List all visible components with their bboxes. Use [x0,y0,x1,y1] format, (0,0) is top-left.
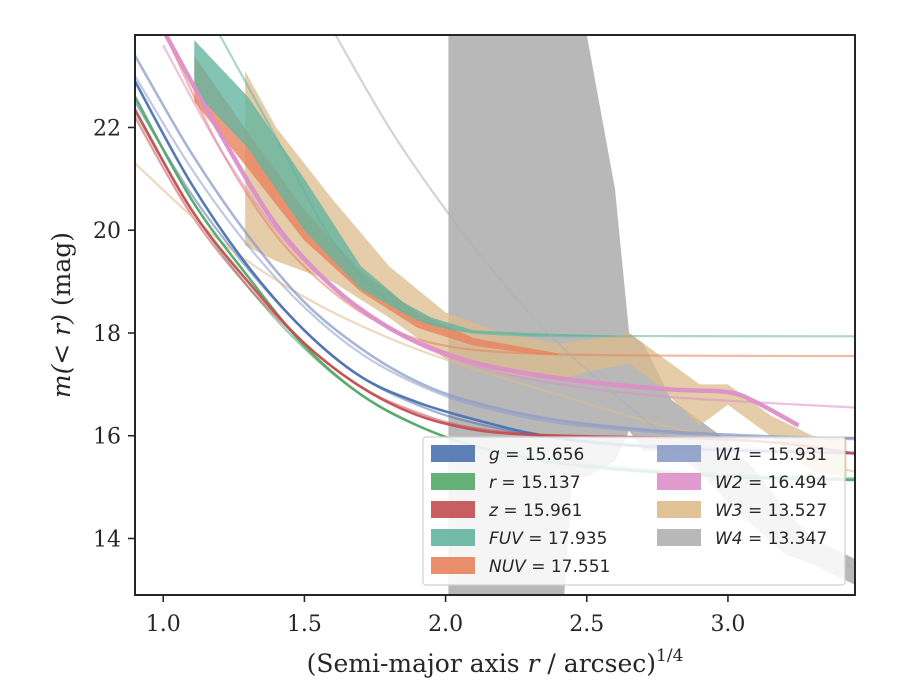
y-tick-label: 14 [93,527,121,552]
plot-frame [134,34,856,596]
legend-swatch-r [431,473,475,490]
model-line-fuv [218,35,855,338]
legend-swatch-w3 [657,501,701,518]
legend-swatch-z [431,501,475,518]
y-axis-label: m(< r) (mag) [47,232,76,398]
x-tick-label: 3.0 [710,612,745,637]
legend-label-w1: W1 = 15.931 [715,445,827,465]
x-tick-label: 2.5 [569,612,604,637]
x-tick-label: 1.5 [287,612,322,637]
legend-label-w4: W4 = 13.347 [715,529,827,549]
y-tick-label: 18 [93,322,121,347]
legend-label-g: g = 15.656 [489,445,584,465]
legend-swatch-w2 [657,473,701,490]
y-tick-label: 20 [93,219,121,244]
x-tick-label: 2.0 [428,612,463,637]
y-tick-label: 16 [93,425,121,450]
x-axis-label: (Semi-major axis r / arcsec)1/4 [307,646,684,678]
legend-swatch-w1 [657,445,701,462]
x-tick-label: 1.0 [146,612,181,637]
legend-swatch-nuv [431,557,475,574]
legend-box [422,436,846,586]
legend-label-w3: W3 = 13.527 [715,501,827,521]
legend-label-r: r = 15.137 [489,473,581,493]
legend-swatch-fuv [431,529,475,546]
legend-label-fuv: FUV = 17.935 [489,529,607,549]
legend-label-nuv: NUV = 17.551 [489,557,610,577]
legend: g = 15.656 r = 15.137 z = 15.961 FUV = 17.9… [422,436,846,586]
legend-swatch-w4 [657,529,701,546]
axes: 1.0 1.5 2.0 2.5 3.0 14 16 18 20 22 (Semi-major axi… [47,116,745,678]
legend-label-w2: W2 = 16.494 [715,473,827,493]
measured-line-w1 [135,54,855,440]
legend-label-z: z = 15.961 [488,501,582,521]
band-fuv [194,40,616,337]
measured-line-w2 [163,35,800,428]
y-tick-label: 22 [93,116,121,141]
legend-swatch-g [431,445,475,462]
